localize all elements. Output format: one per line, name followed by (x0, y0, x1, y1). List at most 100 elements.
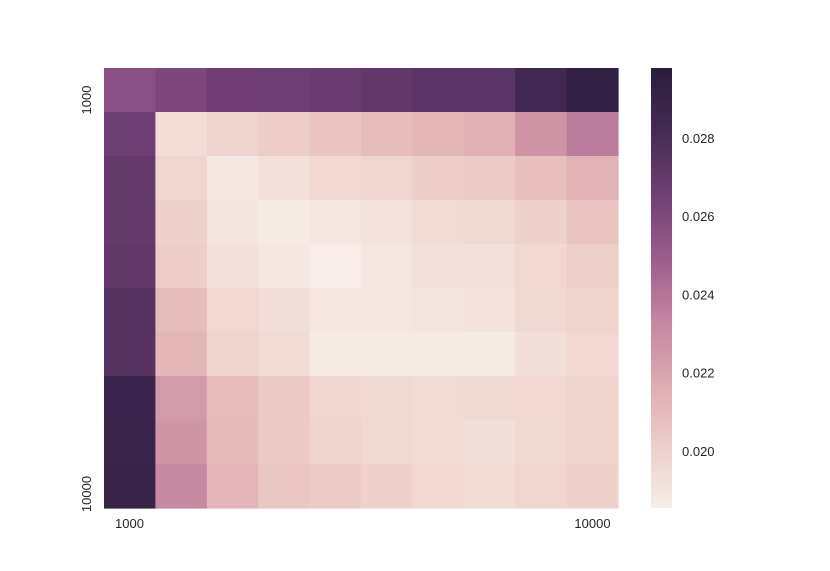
heatmap-cell-r6-c6 (412, 332, 465, 377)
heatmap-cell-r2-c5 (361, 156, 413, 201)
heatmap-cell-r7-c2 (206, 376, 259, 421)
heatmap-cell-r1-c8 (515, 112, 568, 157)
heatmap-cell-r8-c0 (104, 420, 156, 465)
heatmap-cell-r9-c9 (566, 464, 619, 509)
heatmap-cell-r1-c4 (309, 112, 362, 157)
heatmap-cell-r5-c6 (412, 288, 465, 333)
heatmap-cell-r8-c9 (566, 420, 619, 465)
heatmap-cell-r2-c7 (463, 156, 516, 201)
heatmap-cell-r5-c8 (515, 288, 568, 333)
heatmap-cell-r6-c4 (309, 332, 362, 377)
heatmap-cell-r8-c8 (515, 420, 568, 465)
heatmap-cell-r8-c1 (155, 420, 208, 465)
heatmap-cell-r7-c6 (412, 376, 465, 421)
heatmap-cell-r8-c4 (309, 420, 362, 465)
heatmap-cell-r3-c6 (412, 200, 465, 245)
y-tick-label-first: 1000 (79, 86, 94, 115)
heatmap-cell-r1-c1 (155, 112, 208, 157)
heatmap-cell-r6-c2 (206, 332, 259, 377)
heatmap-cell-r9-c7 (463, 464, 516, 509)
heatmap-cell-r1-c7 (463, 112, 516, 157)
heatmap-cell-r7-c7 (463, 376, 516, 421)
heatmap-cell-r1-c6 (412, 112, 465, 157)
heatmap-cell-r8-c3 (258, 420, 311, 465)
heatmap-cell-r5-c7 (463, 288, 516, 333)
heatmap-cell-r5-c3 (258, 288, 311, 333)
heatmap-cell-r3-c9 (566, 200, 619, 245)
heatmap-cell-r1-c3 (258, 112, 311, 157)
heatmap-cell-r4-c9 (566, 244, 619, 289)
x-tick-label-last: 10000 (574, 516, 610, 531)
heatmap-cell-r2-c3 (258, 156, 311, 201)
heatmap-cell-r8-c2 (206, 420, 259, 465)
heatmap-cell-r9-c1 (155, 464, 208, 509)
colorbar-gradient (651, 68, 672, 508)
heatmap-cell-r1-c9 (566, 112, 619, 157)
heatmap-cell-r7-c0 (104, 376, 156, 421)
heatmap-cell-r5-c2 (206, 288, 259, 333)
heatmap-cell-r8-c6 (412, 420, 465, 465)
heatmap-cell-r2-c6 (412, 156, 465, 201)
colorbar-tick-label: 0.024 (682, 287, 715, 302)
heatmap-cell-r2-c8 (515, 156, 568, 201)
heatmap-cell-r4-c4 (309, 244, 362, 289)
heatmap-cell-r0-c7 (463, 68, 516, 113)
heatmap-cell-r7-c3 (258, 376, 311, 421)
heatmap-cell-r4-c8 (515, 244, 568, 289)
heatmap-cell-r0-c5 (361, 68, 413, 113)
heatmap-cell-r5-c0 (104, 288, 156, 333)
colorbar-tick-label: 0.026 (682, 209, 715, 224)
heatmap-cell-r6-c5 (361, 332, 413, 377)
heatmap-cell-r3-c4 (309, 200, 362, 245)
heatmap-cell-r9-c4 (309, 464, 362, 509)
heatmap-cell-r2-c9 (566, 156, 619, 201)
heatmap-cell-r8-c5 (361, 420, 413, 465)
colorbar-ticks: 0.020 0.022 0.024 0.026 0.028 (682, 131, 715, 459)
heatmap-cell-r0-c3 (258, 68, 311, 113)
heatmap-cell-r2-c0 (104, 156, 156, 201)
heatmap-cell-r2-c1 (155, 156, 208, 201)
heatmap-cell-r1-c2 (206, 112, 259, 157)
heatmap-cell-r7-c5 (361, 376, 413, 421)
heatmap-cell-r3-c5 (361, 200, 413, 245)
heatmap-cell-r4-c2 (206, 244, 259, 289)
heatmap-cell-r1-c5 (361, 112, 413, 157)
heatmap-cell-r4-c6 (412, 244, 465, 289)
x-tick-label-first: 1000 (115, 516, 144, 531)
heatmap-cell-r4-c7 (463, 244, 516, 289)
heatmap-cell-r7-c8 (515, 376, 568, 421)
heatmap-cell-r5-c1 (155, 288, 208, 333)
axis-ticks: 1000 10000 1000 10000 (79, 86, 611, 531)
heatmap-cell-r5-c4 (309, 288, 362, 333)
heatmap-cell-r0-c2 (206, 68, 259, 113)
heatmap-cell-r9-c8 (515, 464, 568, 509)
heatmap-cell-r7-c4 (309, 376, 362, 421)
heatmap-cell-r6-c7 (463, 332, 516, 377)
heatmap-cell-r2-c2 (206, 156, 259, 201)
heatmap-cell-r6-c8 (515, 332, 568, 377)
heatmap-cell-r6-c0 (104, 332, 156, 377)
heatmap-cell-r0-c8 (515, 68, 568, 113)
heatmap-cell-r6-c9 (566, 332, 619, 377)
heatmap-cell-r4-c1 (155, 244, 208, 289)
colorbar-tick-label: 0.028 (682, 131, 715, 146)
heatmap-cell-r9-c0 (104, 464, 156, 509)
heatmap-cell-r3-c3 (258, 200, 311, 245)
heatmap-cell-r4-c5 (361, 244, 413, 289)
heatmap-cell-r6-c3 (258, 332, 311, 377)
heatmap-cells (104, 68, 619, 509)
heatmap-cell-r9-c5 (361, 464, 413, 509)
heatmap-cell-r9-c3 (258, 464, 311, 509)
heatmap-cell-r0-c9 (566, 68, 619, 113)
heatmap-cell-r3-c7 (463, 200, 516, 245)
heatmap-cell-r9-c6 (412, 464, 465, 509)
heatmap-cell-r6-c1 (155, 332, 208, 377)
heatmap-cell-r7-c9 (566, 376, 619, 421)
heatmap-cell-r9-c2 (206, 464, 259, 509)
heatmap-cell-r5-c9 (566, 288, 619, 333)
colorbar-tick-label: 0.020 (682, 444, 715, 459)
colorbar: 0.020 0.022 0.024 0.026 0.028 (651, 68, 715, 508)
y-tick-label-last: 10000 (79, 476, 94, 512)
heatmap-cell-r7-c1 (155, 376, 208, 421)
